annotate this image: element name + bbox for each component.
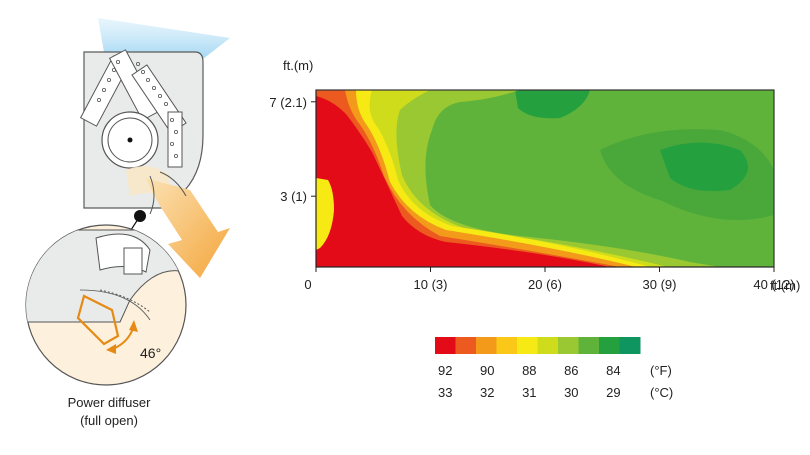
y-tick-labels: 3 (1) 7 (2.1) [269,95,307,204]
diffuser-flap [76,294,120,346]
angle-label: 46° [140,345,161,361]
legend-swatch [435,337,456,354]
legend-c-value: 30 [564,385,578,400]
x-tick-label: 40 (12) [753,277,794,292]
legend-swatch [496,337,518,354]
x-tick-label: 30 (9) [643,277,677,292]
illustration-caption: Power diffuser (full open) [34,394,184,430]
caption-line-2: (full open) [80,413,138,428]
x-tick-label: 10 (3) [414,277,448,292]
caption-line-1: Power diffuser [67,395,151,410]
legend-c-value: 33 [438,385,452,400]
legend-f-value: 86 [564,363,578,378]
diffuser-zoom: 46° [25,224,187,386]
legend-f-value: 84 [606,363,620,378]
fan-axis [127,137,133,143]
y-tick-label: 7 (2.1) [269,95,307,110]
legend-swatch [619,337,641,354]
legend-swatch [476,337,497,354]
axes [311,90,775,272]
legend-fahrenheit-labels: 92 90 88 86 84 [438,363,621,378]
legend-unit-f: (°F) [650,363,672,378]
legend-swatch [558,337,579,354]
legend-f-value: 88 [522,363,536,378]
y-tick-label: 3 (1) [280,189,307,204]
legend-swatch [517,337,538,354]
legend-swatch [455,337,477,354]
x-tick-labels: 0 10 (3) 20 (6) 30 (9) 40 (12) [304,277,794,292]
legend-unit-c: (°C) [650,385,673,400]
legend-f-value: 92 [438,363,452,378]
louver [159,171,187,197]
legend-c-value: 29 [606,385,620,400]
zoom-pointer-dot [134,210,146,222]
legend-color-scale [435,337,641,354]
x-unit-label: ft.(m) [770,278,800,293]
zone-dark-green [660,142,748,192]
legend-c-value: 31 [522,385,536,400]
legend-f-value: 90 [480,363,494,378]
y-unit-label: ft.(m) [283,58,313,73]
legend-c-value: 32 [480,385,494,400]
x-tick-label: 20 (6) [528,277,562,292]
heatmap-plot-area [316,90,774,267]
x-tick-label: 0 [304,277,311,292]
air-conditioner-illustration [79,18,230,278]
temperature-heatmap [315,89,775,268]
legend-celsius-labels: 33 32 31 30 29 [438,385,621,400]
zone-red [316,96,610,267]
fin-dots [97,60,178,158]
legend-swatch [537,337,559,354]
downward-airflow-arrow [145,178,230,278]
legend-swatch [599,337,620,354]
legend-swatch [578,337,600,354]
